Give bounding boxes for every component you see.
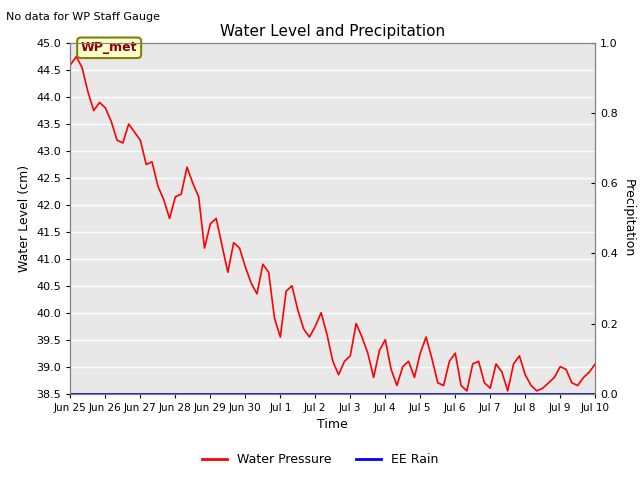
Y-axis label: Precipitation: Precipitation [621, 179, 634, 258]
X-axis label: Time: Time [317, 418, 348, 431]
Text: No data for WP Staff Gauge: No data for WP Staff Gauge [6, 12, 161, 22]
Text: WP_met: WP_met [81, 41, 138, 54]
Title: Water Level and Precipitation: Water Level and Precipitation [220, 24, 445, 39]
Y-axis label: Water Level (cm): Water Level (cm) [18, 165, 31, 272]
Legend: Water Pressure, EE Rain: Water Pressure, EE Rain [196, 448, 444, 471]
